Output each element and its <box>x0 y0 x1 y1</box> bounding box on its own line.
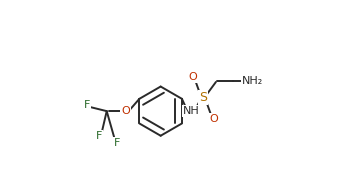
Text: O: O <box>209 114 218 124</box>
Text: S: S <box>199 91 207 104</box>
Text: NH: NH <box>183 106 199 116</box>
Text: F: F <box>84 100 90 110</box>
Text: O: O <box>121 106 130 116</box>
Text: F: F <box>96 131 102 141</box>
Text: F: F <box>114 138 120 148</box>
Text: O: O <box>189 72 197 82</box>
Text: NH₂: NH₂ <box>242 76 263 86</box>
